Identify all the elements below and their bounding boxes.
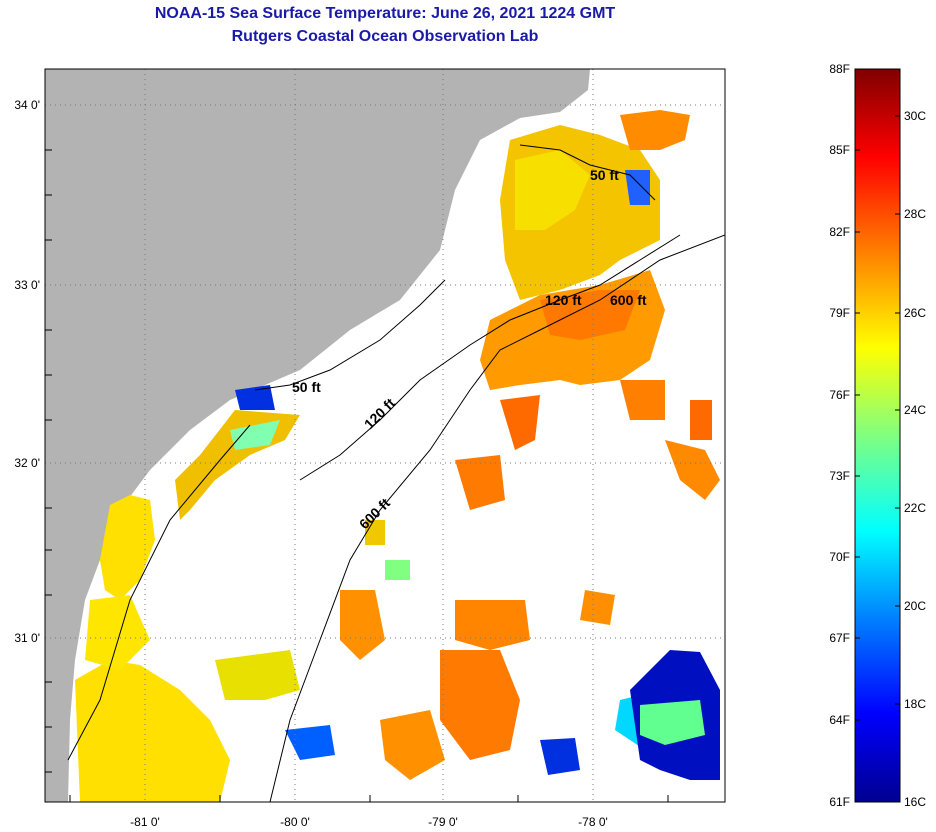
- colorbar-c-label: 18C: [904, 697, 926, 711]
- lon-tick-label: -78 0': [578, 815, 608, 829]
- tick-marks: [45, 149, 669, 802]
- contour-label: 50 ft: [590, 167, 619, 183]
- fahrenheit-labels: 88F 85F 82F 79F 76F 73F 70F 67F 64F 61F: [829, 62, 850, 809]
- colorbar-c-label: 26C: [904, 306, 926, 320]
- sst-data: [75, 110, 720, 802]
- lat-tick-label: 32 0': [14, 456, 40, 470]
- colorbar-f-label: 70F: [829, 550, 850, 564]
- lon-tick-label: -80 0': [280, 815, 310, 829]
- lat-tick-label: 34 0': [14, 98, 40, 112]
- colorbar-c-label: 22C: [904, 501, 926, 515]
- lon-tick-label: -81 0': [130, 815, 160, 829]
- contour-label: 120 ft: [545, 292, 582, 308]
- lat-tick-label: 33 0': [14, 278, 40, 292]
- contour-label: 50 ft: [292, 379, 321, 395]
- color-bar: [854, 68, 901, 803]
- map-subtitle: Rutgers Coastal Ocean Observation Lab: [231, 28, 539, 45]
- lat-lon-grid: [45, 69, 725, 802]
- contour-label: 600 ft: [610, 292, 647, 308]
- celsius-labels: 30C 28C 26C 24C 22C 20C 18C 16C: [904, 109, 926, 809]
- colorbar-c-label: 16C: [904, 795, 926, 809]
- colorbar-f-label: 64F: [829, 713, 850, 727]
- colorbar-c-label: 30C: [904, 109, 926, 123]
- colorbar-c-label: 28C: [904, 207, 926, 221]
- colorbar-c-label: 20C: [904, 599, 926, 613]
- colorbar-f-label: 61F: [829, 795, 850, 809]
- lat-tick-label: 31 0': [14, 631, 40, 645]
- color-bar-ticks: [855, 115, 900, 721]
- colorbar-f-label: 67F: [829, 631, 850, 645]
- map-title: NOAA-15 Sea Surface Temperature: June 26…: [154, 5, 616, 22]
- colorbar-f-label: 82F: [829, 225, 850, 239]
- colorbar-f-label: 85F: [829, 143, 850, 157]
- land-mass: [45, 69, 590, 802]
- colorbar-f-label: 76F: [829, 388, 850, 402]
- depth-contours: [67, 144, 725, 802]
- lon-tick-label: -79 0': [428, 815, 458, 829]
- colorbar-f-label: 73F: [829, 469, 850, 483]
- colorbar-f-label: 79F: [829, 306, 850, 320]
- colorbar-c-label: 24C: [904, 403, 926, 417]
- map-frame: [44, 68, 726, 803]
- colorbar-f-label: 88F: [829, 62, 850, 76]
